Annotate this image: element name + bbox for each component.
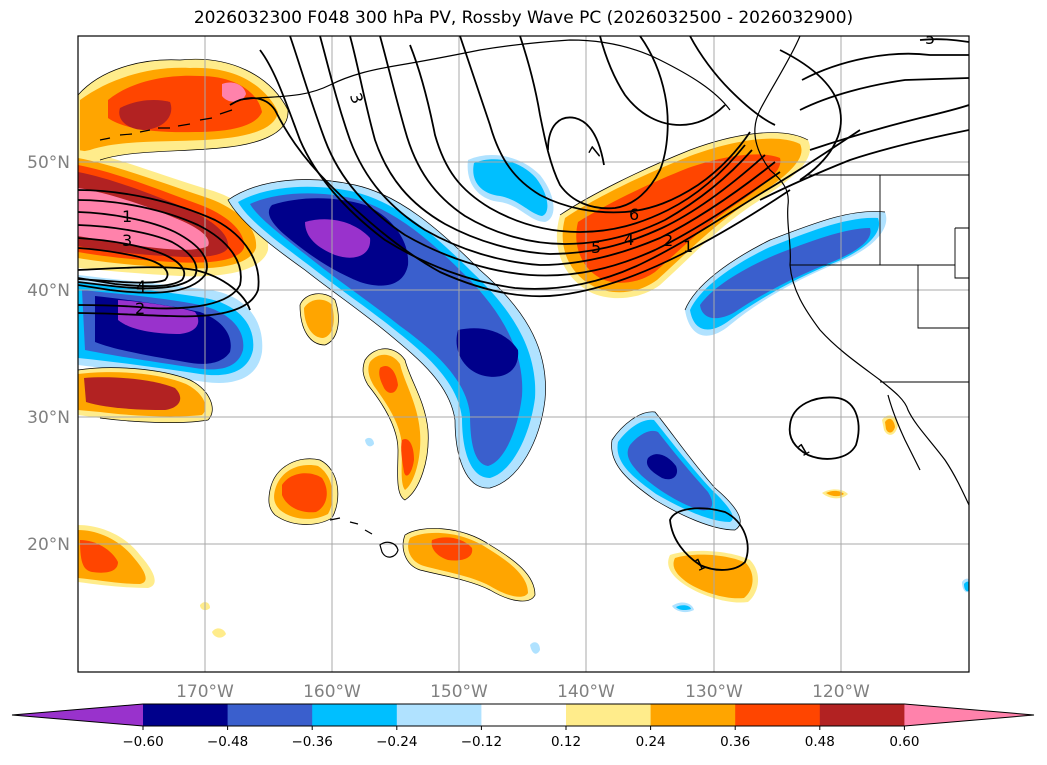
- map-frame: [77, 35, 970, 673]
- coastline-alaska: [239, 39, 731, 111]
- lon-label: 130°W: [685, 682, 743, 702]
- contour-label: 4: [624, 230, 634, 249]
- colorbar-tick-label: −0.12: [461, 734, 502, 750]
- colorbar-tick-label: 0.24: [636, 734, 666, 750]
- lon-label: 140°W: [557, 682, 615, 702]
- contour-label: 6: [629, 205, 639, 224]
- coastline-hawaii: [329, 517, 399, 558]
- rossby-wave-contours: [78, 36, 969, 571]
- colorbar-segment: [650, 704, 736, 726]
- colorbar-tick-label: 0.48: [805, 734, 835, 750]
- colorbar-segment: [396, 704, 482, 726]
- colorbar-segment: [566, 704, 652, 726]
- map-title: 2026032300 F048 300 hPa PV, Rossby Wave …: [193, 8, 854, 28]
- colorbar-tick-label: −0.60: [122, 734, 163, 750]
- lat-label: 40°N: [27, 281, 70, 301]
- lon-label: 170°W: [176, 682, 234, 702]
- lon-label: 150°W: [430, 682, 488, 702]
- contour-label: 5: [591, 238, 601, 257]
- colorbar-tick-label: −0.24: [376, 734, 417, 750]
- coastlines: [99, 36, 969, 558]
- longitude-labels: 170°W 160°W 150°W 140°W 130°W 120°W: [176, 682, 870, 702]
- colorbar-segment: [227, 704, 313, 726]
- gridlines: [78, 36, 969, 672]
- colorbar-segment: [312, 704, 398, 726]
- political-borders: [790, 174, 969, 383]
- map-area: 1 3 4 2 3 7 6 5 4 2 1 1 1 5: [78, 29, 969, 672]
- rossby-closed-contour-28n: [788, 396, 860, 460]
- coastline-north-america: [754, 36, 969, 506]
- contour-label: 4: [136, 277, 146, 296]
- latitude-labels: 50°N 40°N 30°N 20°N: [27, 153, 70, 555]
- colorbar-tick-label: 0.36: [720, 734, 750, 750]
- colorbar-tick-label: −0.48: [207, 734, 248, 750]
- colorbar-extend-min: [12, 704, 143, 726]
- rossby-line-1: [229, 97, 791, 298]
- colorbar-segment: [143, 704, 229, 726]
- pv-shading: [78, 59, 969, 654]
- lat-label: 30°N: [27, 408, 70, 428]
- contour-label: 3: [122, 231, 132, 250]
- coastline-aleutians: [99, 109, 233, 141]
- colorbar-extend-max: [904, 704, 1034, 726]
- lat-label: 20°N: [27, 535, 70, 555]
- colorbar-segment: [735, 704, 821, 726]
- contour-label: 2: [135, 299, 145, 318]
- colorbar-segment: [819, 704, 905, 726]
- lat-label: 50°N: [27, 153, 70, 173]
- lon-label: 160°W: [303, 682, 361, 702]
- contour-label: 5: [925, 29, 935, 48]
- rossby-closed-contour-19n: [669, 507, 749, 571]
- colorbar: −0.60 −0.48 −0.36 −0.24 −0.12 0.12 0.24 0.36 0.4…: [11, 703, 1035, 750]
- contour-label: 2: [663, 231, 673, 250]
- contour-label: 1: [122, 207, 132, 226]
- colorbar-tick-label: 0.60: [889, 734, 919, 750]
- colorbar-segment: [481, 704, 567, 726]
- contour-label: 1: [683, 237, 693, 256]
- lon-label: 120°W: [812, 682, 870, 702]
- colorbar-tick-label: 0.12: [551, 734, 581, 750]
- colorbar-tick-label: −0.36: [292, 734, 333, 750]
